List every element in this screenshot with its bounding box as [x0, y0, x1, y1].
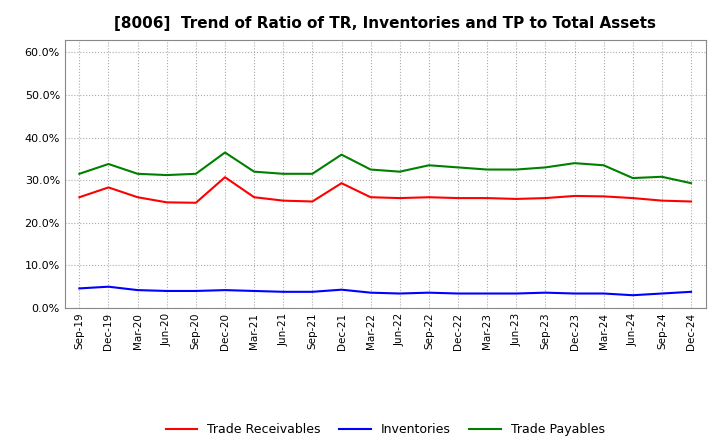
Line: Trade Receivables: Trade Receivables	[79, 177, 691, 203]
Trade Receivables	[75, 194, 84, 200]
Trade Receivables	[425, 194, 433, 200]
Inventories	[395, 291, 404, 296]
Trade Receivables	[687, 199, 696, 204]
Inventories	[687, 289, 696, 294]
Trade Receivables	[279, 198, 287, 203]
Inventories	[337, 287, 346, 292]
Inventories	[570, 291, 579, 296]
Inventories	[133, 287, 142, 293]
Inventories	[657, 291, 666, 296]
Trade Receivables	[599, 194, 608, 199]
Trade Receivables	[570, 193, 579, 198]
Trade Receivables	[192, 200, 200, 205]
Trade Payables	[599, 163, 608, 168]
Inventories	[366, 290, 375, 295]
Inventories	[250, 288, 258, 293]
Trade Payables	[192, 171, 200, 176]
Inventories	[308, 289, 317, 294]
Title: [8006]  Trend of Ratio of TR, Inventories and TP to Total Assets: [8006] Trend of Ratio of TR, Inventories…	[114, 16, 656, 32]
Inventories	[599, 291, 608, 296]
Inventories	[279, 289, 287, 294]
Trade Payables	[250, 169, 258, 174]
Trade Payables	[163, 172, 171, 178]
Trade Payables	[541, 165, 550, 170]
Trade Payables	[279, 171, 287, 176]
Trade Receivables	[220, 175, 229, 180]
Trade Payables	[425, 163, 433, 168]
Line: Trade Payables: Trade Payables	[79, 153, 691, 183]
Trade Payables	[308, 171, 317, 176]
Trade Payables	[366, 167, 375, 172]
Trade Receivables	[541, 195, 550, 201]
Line: Inventories: Inventories	[79, 287, 691, 295]
Inventories	[220, 287, 229, 293]
Inventories	[163, 288, 171, 293]
Trade Payables	[657, 174, 666, 180]
Trade Receivables	[163, 200, 171, 205]
Trade Payables	[687, 180, 696, 186]
Inventories	[454, 291, 462, 296]
Trade Payables	[454, 165, 462, 170]
Inventories	[75, 286, 84, 291]
Inventories	[192, 288, 200, 293]
Trade Payables	[104, 161, 113, 167]
Trade Receivables	[454, 195, 462, 201]
Trade Receivables	[629, 195, 637, 201]
Inventories	[483, 291, 492, 296]
Inventories	[541, 290, 550, 295]
Trade Payables	[395, 169, 404, 174]
Trade Receivables	[483, 195, 492, 201]
Trade Receivables	[337, 180, 346, 186]
Trade Receivables	[657, 198, 666, 203]
Trade Payables	[570, 161, 579, 166]
Legend: Trade Receivables, Inventories, Trade Payables: Trade Receivables, Inventories, Trade Pa…	[161, 418, 610, 440]
Trade Payables	[629, 176, 637, 181]
Inventories	[629, 293, 637, 298]
Trade Receivables	[366, 194, 375, 200]
Inventories	[425, 290, 433, 295]
Trade Payables	[133, 171, 142, 176]
Trade Payables	[512, 167, 521, 172]
Inventories	[512, 291, 521, 296]
Trade Receivables	[133, 194, 142, 200]
Trade Receivables	[512, 196, 521, 202]
Inventories	[104, 284, 113, 290]
Trade Receivables	[250, 194, 258, 200]
Trade Payables	[483, 167, 492, 172]
Trade Receivables	[308, 199, 317, 204]
Trade Payables	[337, 152, 346, 157]
Trade Receivables	[104, 185, 113, 190]
Trade Payables	[220, 150, 229, 155]
Trade Payables	[75, 171, 84, 176]
Trade Receivables	[395, 195, 404, 201]
